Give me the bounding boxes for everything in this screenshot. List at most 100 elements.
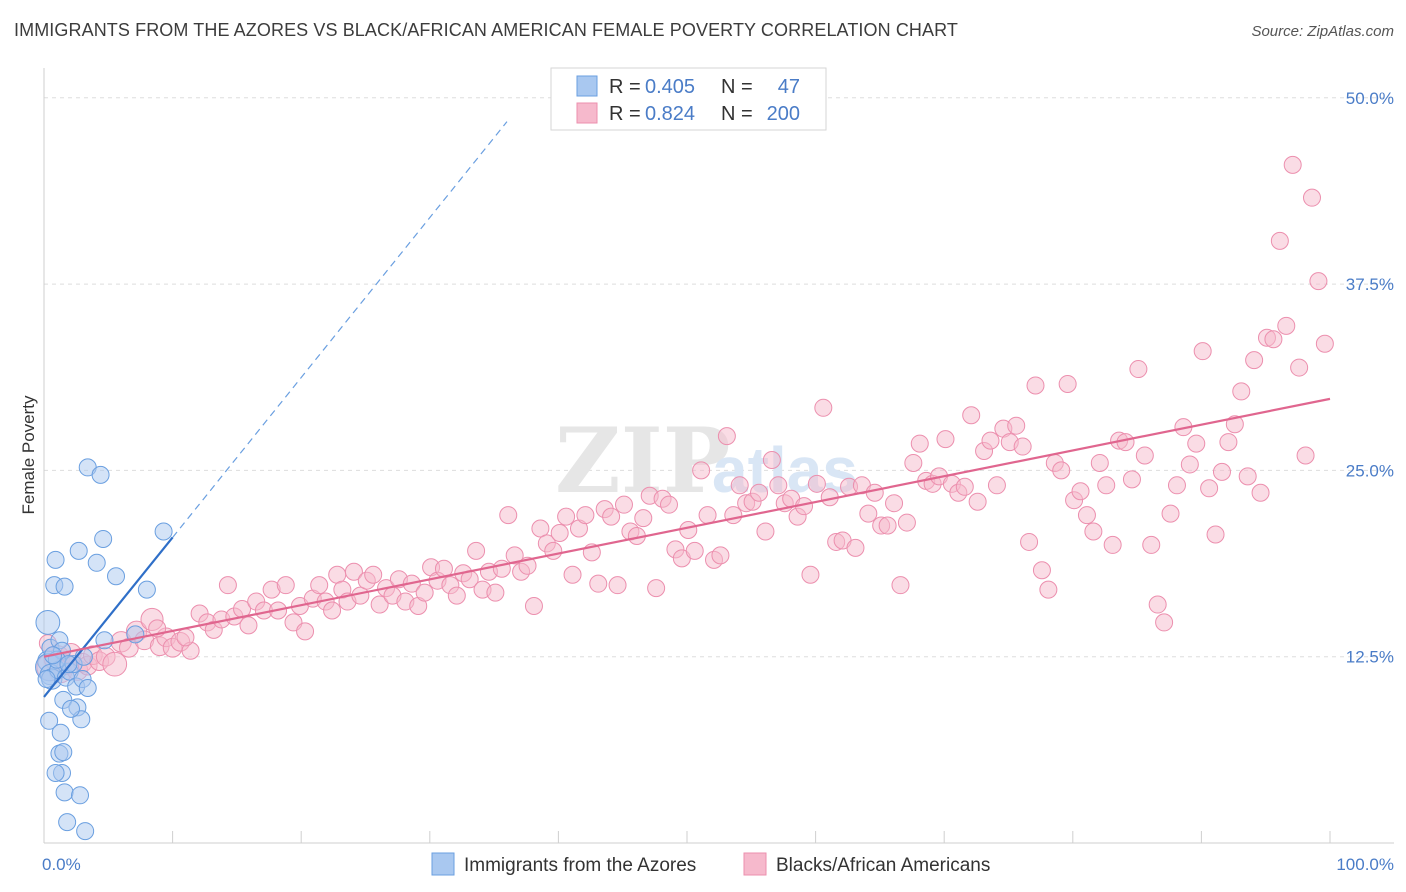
blue-trend-extension	[172, 121, 508, 538]
pink-point-193	[1296, 446, 1315, 465]
pink-point-73	[524, 597, 543, 616]
top-legend: R = 0.405 N = 47 R = 0.824 N = 200	[550, 67, 827, 131]
pink-point-103	[717, 427, 736, 446]
bottom-legend-swatch-pink	[743, 852, 767, 876]
blue-point-40	[51, 723, 70, 742]
blue-trend-line	[43, 536, 174, 698]
legend-swatch-blue	[576, 75, 598, 97]
pink-point-130	[891, 576, 910, 595]
pink-point-94	[659, 495, 678, 514]
pink-point-77	[550, 524, 569, 542]
legend-r-value-blue: 0.405	[645, 76, 695, 98]
y-tick-label-2: 37.5%	[1346, 275, 1394, 294]
pink-point-86	[608, 576, 627, 595]
pink-point-158	[1071, 482, 1090, 501]
pink-point-167	[1129, 360, 1148, 379]
blue-point-28	[76, 822, 95, 841]
legend-n-label-pink: N =	[721, 103, 753, 125]
pink-point-183	[1232, 382, 1251, 401]
pink-point-49	[370, 595, 389, 614]
blue-point-24	[71, 786, 90, 805]
pink-point-184	[1238, 467, 1257, 486]
pink-point-109	[756, 522, 775, 541]
blue-point-38	[154, 522, 173, 541]
pink-point-123	[846, 538, 865, 557]
pink-point-169	[1142, 535, 1161, 554]
pink-point-159	[1077, 506, 1096, 525]
pink-point-160	[1084, 522, 1103, 541]
bottom-legend-label-pink: Blacks/African Americans	[776, 855, 990, 876]
pink-point-34	[276, 576, 295, 595]
pink-point-29	[239, 616, 258, 635]
pink-point-166	[1122, 470, 1141, 489]
pink-point-151	[1026, 376, 1045, 395]
pink-point-141	[962, 406, 981, 425]
legend-r-label-pink: R =	[609, 103, 641, 125]
pink-point-45	[344, 562, 363, 581]
pink-point-173	[1167, 476, 1186, 495]
pink-point-178	[1200, 479, 1219, 498]
legend-n-value-blue: 47	[778, 76, 800, 98]
pink-point-145	[987, 476, 1006, 495]
legend-n-label-blue: N =	[721, 76, 753, 98]
pink-point-168	[1135, 446, 1154, 465]
pink-point-85	[602, 507, 621, 526]
pink-point-83	[589, 574, 608, 593]
trend-lines	[43, 121, 1331, 698]
pink-point-48	[364, 565, 383, 584]
pink-point-37	[296, 622, 315, 641]
pink-point-39	[310, 576, 329, 595]
bottom-legend-label-blue: Immigrants from the Azores	[464, 855, 696, 876]
blue-point-37	[137, 580, 156, 599]
pink-point-61	[447, 586, 466, 605]
pink-point-100	[698, 506, 717, 525]
pink-point-195	[1309, 272, 1328, 291]
pink-point-70	[505, 546, 524, 565]
pink-point-140	[955, 477, 974, 496]
pink-point-69	[499, 506, 518, 525]
y-axis-label: Female Poverty	[19, 395, 38, 515]
pink-point-186	[1251, 483, 1270, 502]
blue-point-18	[58, 813, 77, 832]
pink-trend-line	[43, 397, 1331, 658]
y-tick-label-3: 50.0%	[1346, 89, 1394, 108]
pink-point-79	[563, 565, 582, 584]
legend-r-value-pink: 0.824	[645, 103, 695, 125]
pink-point-125	[859, 504, 878, 523]
blue-point-6	[40, 711, 59, 730]
pink-point-98	[685, 541, 704, 560]
pink-point-133	[910, 434, 929, 453]
pink-point-67	[486, 583, 505, 602]
pink-point-144	[981, 431, 1000, 450]
pink-point-92	[647, 579, 666, 598]
pink-point-97	[679, 521, 698, 540]
pink-point-102	[711, 546, 730, 565]
pink-point-137	[936, 430, 955, 449]
pink-point-181	[1219, 433, 1238, 452]
pink-point-118	[814, 398, 833, 417]
pink-point-150	[1020, 532, 1039, 551]
gridlines	[44, 97, 1394, 658]
pink-point-182	[1225, 415, 1244, 434]
pink-point-108	[750, 483, 769, 502]
pink-point-199	[176, 628, 195, 647]
pink-point-129	[885, 494, 904, 513]
pink-point-156	[1058, 374, 1077, 393]
bottom-legend: Immigrants from the Azores Blacks/Africa…	[431, 852, 990, 876]
blue-point-8	[46, 550, 65, 569]
pink-point-172	[1161, 504, 1180, 523]
pink-point-177	[1193, 342, 1212, 361]
pink-point-90	[634, 509, 653, 528]
blue-point-31	[87, 553, 106, 572]
pink-point-176	[1187, 434, 1206, 453]
pink-point-11	[102, 651, 128, 677]
blue-point-17	[55, 783, 74, 802]
pink-point-190	[1277, 316, 1296, 335]
pink-point-132	[904, 453, 923, 472]
blue-point-32	[91, 465, 110, 484]
pink-point-192	[1290, 358, 1309, 377]
chart-title: IMMIGRANTS FROM THE AZORES VS BLACK/AFRI…	[14, 20, 958, 40]
blue-point-35	[107, 567, 126, 586]
pink-point-128	[878, 516, 897, 535]
